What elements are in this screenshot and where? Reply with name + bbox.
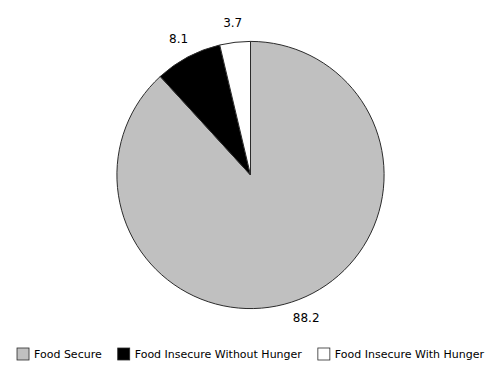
pie-slice bbox=[117, 41, 384, 308]
data-label: 3.7 bbox=[223, 16, 242, 30]
data-label: 88.2 bbox=[293, 311, 320, 325]
chart: Food Secure Food Insecure Without Hunger F… bbox=[0, 0, 501, 372]
pie-slice bbox=[220, 41, 251, 175]
legend-swatch bbox=[17, 348, 29, 360]
legend-label: Food Secure bbox=[34, 348, 102, 361]
data-labels: 88.2 8.1 3.7 bbox=[169, 16, 319, 326]
pie bbox=[117, 41, 384, 308]
legend-label: Food Insecure With Hunger bbox=[335, 348, 485, 361]
legend-item: Food Insecure With Hunger bbox=[318, 348, 485, 361]
data-label: 8.1 bbox=[169, 32, 188, 46]
legend-label: Food Insecure Without Hunger bbox=[135, 348, 303, 361]
legend-swatch bbox=[318, 348, 330, 360]
legend: Food Secure Food Insecure Without Hunger F… bbox=[17, 348, 484, 361]
legend-swatch bbox=[118, 348, 130, 360]
legend-item: Food Secure bbox=[17, 348, 102, 361]
legend-item: Food Insecure Without Hunger bbox=[118, 348, 303, 361]
